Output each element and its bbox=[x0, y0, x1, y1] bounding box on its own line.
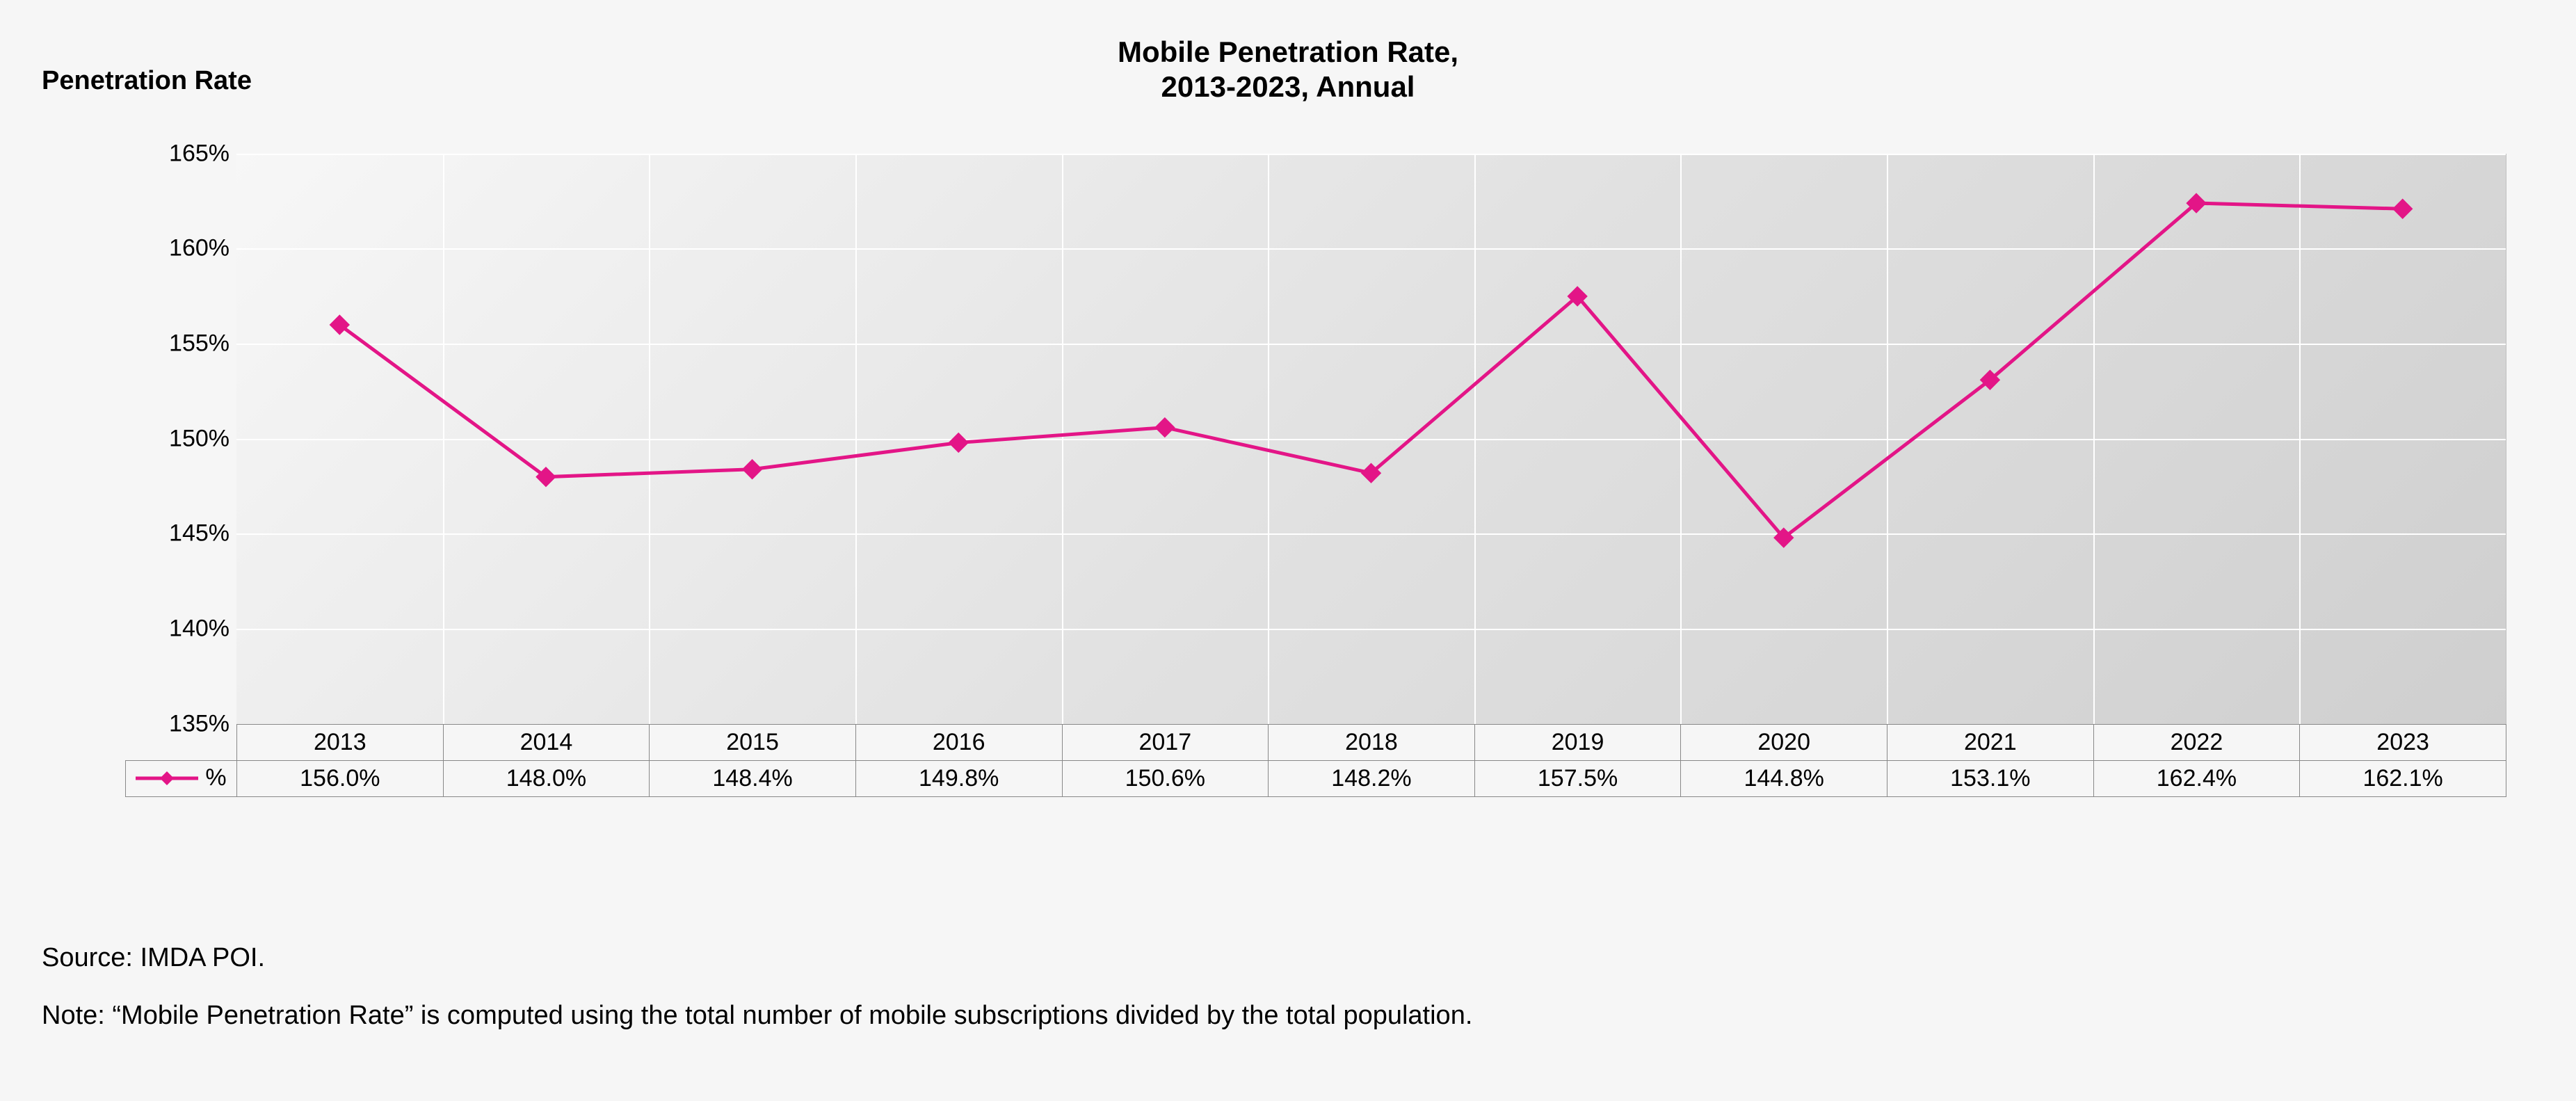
chart-title-line2: 2013-2023, Annual bbox=[42, 70, 2534, 104]
data-marker bbox=[1155, 417, 1175, 437]
category-cell: 2018 bbox=[1269, 724, 1475, 760]
value-cell: 148.4% bbox=[650, 760, 856, 796]
value-cell: 153.1% bbox=[1887, 760, 2094, 796]
y-axis-title: Penetration Rate bbox=[42, 66, 252, 96]
y-tick-label: 165% bbox=[132, 140, 230, 167]
data-table: 2013201420152016201720182019202020212022… bbox=[125, 724, 2506, 797]
value-cell: 150.6% bbox=[1062, 760, 1269, 796]
value-cell: 157.5% bbox=[1474, 760, 1681, 796]
category-cell: 2015 bbox=[650, 724, 856, 760]
value-cell: 148.2% bbox=[1269, 760, 1475, 796]
y-tick-label: 150% bbox=[132, 425, 230, 452]
category-cell: 2014 bbox=[443, 724, 650, 760]
legend-swatch: % bbox=[130, 764, 232, 791]
data-marker bbox=[743, 460, 762, 479]
y-tick-label: 145% bbox=[132, 520, 230, 547]
value-cell: 144.8% bbox=[1681, 760, 1887, 796]
category-cell: 2013 bbox=[237, 724, 444, 760]
footnotes: Source: IMDA POI. Note: “Mobile Penetrat… bbox=[42, 929, 1472, 1045]
note-text: Note: “Mobile Penetration Rate” is compu… bbox=[42, 987, 1472, 1045]
value-cell: 162.1% bbox=[2300, 760, 2506, 796]
legend-blank-cell bbox=[126, 724, 237, 760]
y-tick-label: 160% bbox=[132, 235, 230, 262]
value-cell: 162.4% bbox=[2093, 760, 2300, 796]
source-text: Source: IMDA POI. bbox=[42, 929, 1472, 988]
data-marker bbox=[949, 433, 968, 452]
category-cell: 2016 bbox=[855, 724, 1062, 760]
value-cell: 149.8% bbox=[855, 760, 1062, 796]
series-line bbox=[339, 203, 2402, 538]
category-cell: 2022 bbox=[2093, 724, 2300, 760]
line-series bbox=[236, 154, 2506, 724]
value-cell: 156.0% bbox=[237, 760, 444, 796]
category-cell: 2020 bbox=[1681, 724, 1887, 760]
y-tick-label: 140% bbox=[132, 616, 230, 643]
category-cell: 2021 bbox=[1887, 724, 2094, 760]
y-tick-label: 155% bbox=[132, 330, 230, 357]
category-cell: 2023 bbox=[2300, 724, 2506, 760]
chart-title-line1: Mobile Penetration Rate, bbox=[42, 35, 2534, 70]
category-cell: 2019 bbox=[1474, 724, 1681, 760]
chart-title: Mobile Penetration Rate, 2013-2023, Annu… bbox=[42, 35, 2534, 105]
category-row: 2013201420152016201720182019202020212022… bbox=[126, 724, 2506, 760]
value-row: % 156.0%148.0%148.4%149.8%150.6%148.2%15… bbox=[126, 760, 2506, 796]
chart-container: 135%140%145%150%155%160%165% 20132014201… bbox=[125, 154, 2506, 821]
value-cell: 148.0% bbox=[443, 760, 650, 796]
legend-cell: % bbox=[126, 760, 237, 796]
legend-label: % bbox=[205, 764, 226, 791]
data-marker bbox=[2393, 199, 2413, 218]
category-cell: 2017 bbox=[1062, 724, 1269, 760]
